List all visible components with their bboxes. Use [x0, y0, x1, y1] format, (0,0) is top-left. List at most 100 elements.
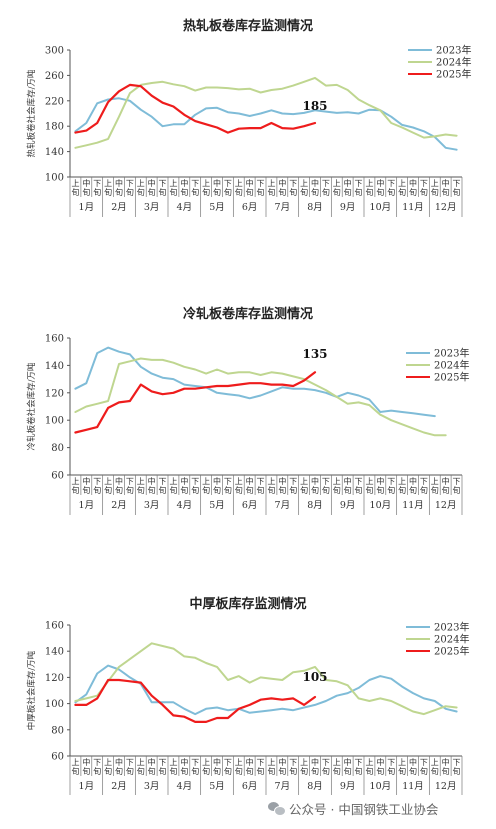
x-period-label-bottom: 旬	[387, 766, 395, 776]
x-period-label-bottom: 旬	[82, 187, 90, 197]
series-line-2025年	[74, 678, 317, 723]
y-tick-label: 80	[51, 725, 64, 736]
x-month-label: 5月	[209, 500, 225, 511]
x-period-label-bottom: 旬	[213, 187, 221, 197]
x-period-label-top: 上	[104, 758, 112, 767]
x-period-label-bottom: 旬	[398, 187, 406, 197]
x-period-label-bottom: 旬	[311, 187, 319, 197]
x-period-label-top: 中	[82, 757, 90, 767]
x-month-label: 11月	[402, 500, 424, 511]
x-period-label-top: 中	[148, 178, 156, 188]
x-period-label-bottom: 旬	[442, 766, 450, 776]
x-period-label-top: 中	[442, 757, 450, 767]
x-period-label-bottom: 旬	[267, 187, 275, 197]
x-period-label-bottom: 旬	[148, 766, 156, 776]
x-period-label-top: 下	[355, 477, 363, 486]
x-period-label-bottom: 旬	[398, 485, 406, 495]
x-period-label-bottom: 旬	[333, 485, 341, 495]
x-month-label: 10月	[370, 500, 392, 511]
x-period-label-bottom: 旬	[137, 766, 145, 776]
legend-label: 2024年	[434, 359, 469, 372]
x-period-label-bottom: 旬	[104, 766, 112, 776]
x-period-label-bottom: 旬	[169, 766, 177, 776]
legend-label: 2025年	[434, 371, 469, 384]
x-period-label-top: 下	[191, 477, 199, 486]
x-period-label-top: 上	[137, 477, 145, 486]
x-period-label-bottom: 旬	[376, 187, 384, 197]
medium-plate-chart: 中厚板库存监测情况 60 80 100 120 140 160 中厚板社会库存/万吨上旬中旬下…	[0, 575, 496, 795]
x-month-label: 5月	[209, 202, 225, 213]
x-month-label: 10月	[370, 202, 392, 213]
x-period-label-bottom: 旬	[311, 485, 319, 495]
legend-label: 2025年	[434, 645, 469, 658]
x-period-label-top: 上	[104, 179, 112, 188]
x-period-label-top: 下	[453, 179, 461, 188]
x-period-label-top: 中	[148, 476, 156, 486]
x-period-label-top: 中	[213, 178, 221, 188]
x-period-label-top: 上	[431, 179, 439, 188]
x-period-label-bottom: 旬	[71, 187, 79, 197]
x-month-label: 10月	[370, 781, 392, 792]
x-period-label-bottom: 旬	[224, 187, 232, 197]
x-month-label: 4月	[177, 202, 193, 213]
x-period-label-top: 中	[311, 476, 319, 486]
y-tick-label: 140	[45, 647, 64, 658]
x-month-label: 6月	[242, 202, 258, 213]
x-period-label-bottom: 旬	[202, 766, 210, 776]
y-axis-label: 冷轧板卷社会库存/万吨	[26, 362, 37, 450]
x-period-label-top: 中	[376, 757, 384, 767]
x-period-label-top: 下	[420, 477, 428, 486]
x-period-label-bottom: 旬	[409, 485, 417, 495]
x-period-label-bottom: 旬	[431, 187, 439, 197]
x-period-label-bottom: 旬	[442, 187, 450, 197]
x-period-label-bottom: 旬	[420, 766, 428, 776]
x-period-label-bottom: 旬	[322, 485, 330, 495]
x-period-label-bottom: 旬	[289, 485, 297, 495]
x-period-label-bottom: 旬	[246, 766, 254, 776]
x-period-label-bottom: 旬	[333, 187, 341, 197]
x-period-label-top: 中	[246, 476, 254, 486]
x-period-label-top: 下	[453, 758, 461, 767]
x-period-label-bottom: 旬	[93, 485, 101, 495]
legend-label: 2023年	[436, 44, 471, 57]
x-period-label-bottom: 旬	[71, 485, 79, 495]
x-period-label-bottom: 旬	[289, 187, 297, 197]
y-tick-label: 220	[45, 96, 64, 107]
x-month-label: 12月	[435, 500, 457, 511]
x-period-label-top: 上	[365, 758, 373, 767]
x-period-label-top: 中	[442, 476, 450, 486]
x-period-label-bottom: 旬	[376, 766, 384, 776]
x-month-label: 7月	[275, 781, 291, 792]
x-period-label-top: 中	[344, 178, 352, 188]
x-month-label: 12月	[435, 202, 457, 213]
series-line-2023年	[74, 664, 458, 716]
x-period-label-bottom: 旬	[257, 766, 265, 776]
x-period-label-top: 中	[213, 476, 221, 486]
wechat-icon	[268, 801, 286, 816]
x-period-label-top: 下	[126, 477, 134, 486]
x-period-label-bottom: 旬	[322, 766, 330, 776]
x-period-label-top: 下	[93, 179, 101, 188]
x-period-label-top: 中	[344, 757, 352, 767]
x-month-label: 11月	[402, 781, 424, 792]
x-period-label-top: 上	[235, 758, 243, 767]
x-period-label-bottom: 旬	[420, 187, 428, 197]
x-period-label-top: 中	[148, 757, 156, 767]
y-tick-label: 160	[45, 334, 64, 345]
x-period-label-bottom: 旬	[267, 485, 275, 495]
y-tick-label: 300	[45, 46, 64, 57]
x-period-label-top: 下	[322, 477, 330, 486]
x-period-label-bottom: 旬	[365, 485, 373, 495]
x-month-label: 9月	[340, 202, 356, 213]
x-period-label-top: 下	[387, 758, 395, 767]
series-line-2025年	[74, 83, 317, 134]
x-period-label-top: 中	[311, 757, 319, 767]
x-period-label-top: 上	[365, 477, 373, 486]
x-month-label: 11月	[402, 202, 424, 213]
x-period-label-top: 下	[191, 758, 199, 767]
x-period-label-top: 下	[93, 477, 101, 486]
x-period-label-top: 中	[409, 476, 417, 486]
x-period-label-top: 下	[453, 477, 461, 486]
y-tick-label: 260	[45, 71, 64, 82]
x-period-label-bottom: 旬	[148, 187, 156, 197]
